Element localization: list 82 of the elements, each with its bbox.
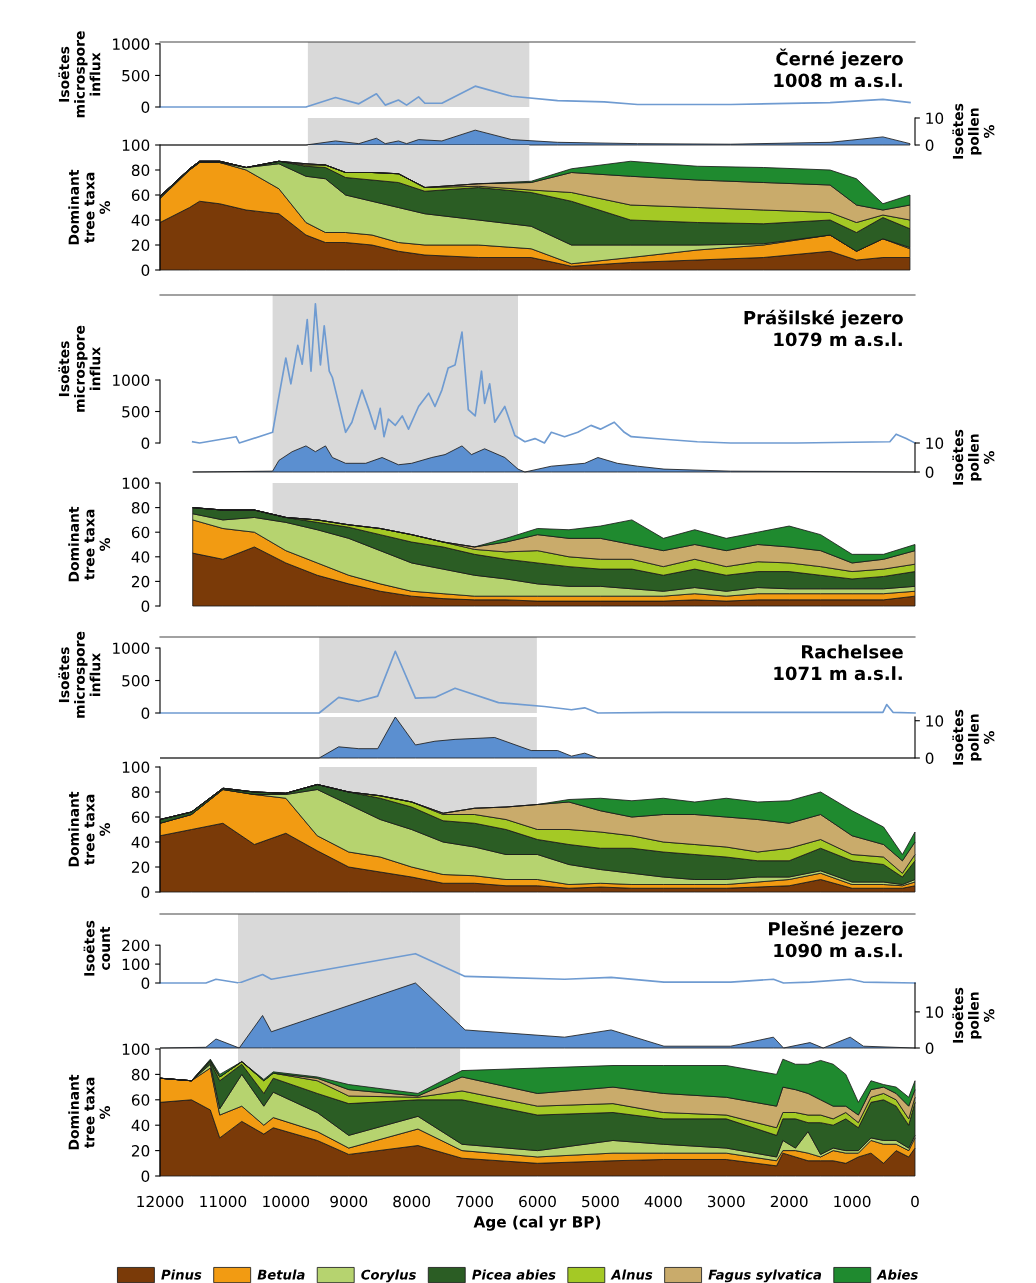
text: Rachelsee 1071 m a.s.l.	[774, 644, 903, 681]
y-tick-label: 100	[122, 139, 150, 152]
y2-tick-label: 0	[925, 139, 934, 152]
x-axis-title: Age (cal yr BP)	[473, 1215, 601, 1231]
y-tick-label: 1000	[113, 38, 150, 50]
legend-label: Corylus	[361, 1269, 416, 1283]
y-tick-label: 100	[122, 477, 150, 490]
y-tick-label: 40	[131, 551, 150, 563]
y-tick-label: 200	[122, 939, 150, 952]
y2-tick-label: 10	[926, 437, 944, 450]
y-tick-label: 20	[131, 1145, 150, 1157]
y2-axis-title: Isoëtes pollen %	[952, 987, 995, 1043]
y-tick-label: 60	[131, 811, 150, 824]
y-tick-label: 60	[131, 189, 150, 202]
x-tick-label: 8000	[393, 1195, 431, 1208]
y-tick-label: 40	[131, 1119, 150, 1132]
x-tick-label: 9000	[330, 1195, 368, 1208]
x-tick-label: 10000	[263, 1195, 310, 1208]
y2-tick-label: 0	[925, 1042, 934, 1055]
y-tick-label: 0	[141, 264, 150, 277]
y2-tick-label: 0	[925, 752, 934, 765]
text: Plešné jezero 1090 m a.s.l.	[769, 920, 903, 958]
x-tick-label: 7000	[456, 1195, 494, 1208]
x-tick-label: 12000	[137, 1195, 184, 1208]
x-tick-label: 2000	[770, 1195, 808, 1208]
x-tick-label: 5000	[582, 1195, 619, 1208]
y-tick-label: 40	[131, 214, 150, 227]
y-axis-title: Isoëtes microspore influx	[58, 325, 101, 412]
text: Prášilské jezero 1079 m a.s.l.	[744, 309, 903, 347]
y-axis-title: Isoëtes count	[83, 920, 111, 976]
y-tick-label: 80	[131, 786, 150, 799]
x-tick-label: 6000	[519, 1195, 556, 1208]
x-tick-label: 1000	[834, 1195, 871, 1208]
y-tick-label: 0	[141, 600, 150, 613]
legend-label: Fagus sylvatica	[708, 1269, 822, 1283]
y-tick-label: 100	[122, 958, 150, 971]
y2-axis-title: Isoëtes pollen %	[952, 709, 995, 765]
y-tick-label: 1000	[113, 642, 150, 655]
legend-label: Alnus	[610, 1269, 653, 1280]
legend-label: Picea abies	[472, 1269, 556, 1280]
y-tick-label: 0	[141, 886, 150, 899]
x-tick-label: 4000	[644, 1195, 682, 1208]
x-tick-label: 0	[911, 1195, 919, 1208]
y-tick-label: 40	[131, 836, 150, 849]
text: Černé jezero 1008 m a.s.l.	[774, 48, 903, 88]
y-tick-label: 500	[122, 69, 150, 82]
y-tick-label: 500	[122, 405, 150, 418]
y-tick-label: 20	[131, 861, 150, 874]
y-axis-title: Dominant tree taxa %	[68, 791, 111, 867]
y-tick-label: 80	[131, 502, 150, 514]
y-tick-label: 0	[141, 707, 150, 720]
y-tick-label: 100	[122, 761, 150, 774]
x-tick-label: 11000	[200, 1195, 247, 1208]
y-tick-label: 20	[131, 575, 150, 588]
y2-tick-label: 0	[925, 466, 934, 479]
legend-label: Betula	[257, 1269, 305, 1280]
line-series	[191, 302, 916, 444]
y2-axis-title: Isoëtes pollen %	[952, 429, 995, 485]
y-tick-label: 80	[131, 164, 150, 177]
y-tick-label: 0	[141, 101, 150, 114]
y-tick-label: 80	[131, 1068, 150, 1081]
y-axis-title: Dominant tree taxa %	[68, 506, 111, 582]
y2-axis-title: Isoëtes pollen %	[952, 103, 995, 159]
legend-label: Pinus	[161, 1269, 202, 1280]
y-tick-label: 0	[141, 977, 150, 990]
legend-label: Abies	[876, 1269, 918, 1280]
y2-tick-label: 10	[926, 1006, 944, 1018]
y-axis-title: Dominant tree taxa %	[68, 169, 111, 245]
y-axis-title: Isoëtes microspore influx	[58, 631, 101, 718]
y-tick-label: 500	[122, 674, 150, 687]
y-tick-label: 60	[131, 1094, 150, 1106]
y-axis-title: Dominant tree taxa %	[68, 1074, 111, 1150]
y2-tick-label: 10	[926, 112, 944, 125]
y-tick-label: 1000	[113, 374, 150, 387]
y2-tick-label: 10	[926, 715, 944, 727]
y-tick-label: 20	[131, 239, 150, 252]
x-tick-label: 3000	[707, 1195, 745, 1208]
y-tick-label: 0	[141, 437, 150, 450]
y-tick-label: 100	[122, 1043, 150, 1056]
y-tick-label: 0	[141, 1170, 150, 1183]
y-axis-title: Isoëtes microspore influx	[58, 31, 101, 118]
y-tick-label: 60	[131, 526, 150, 539]
